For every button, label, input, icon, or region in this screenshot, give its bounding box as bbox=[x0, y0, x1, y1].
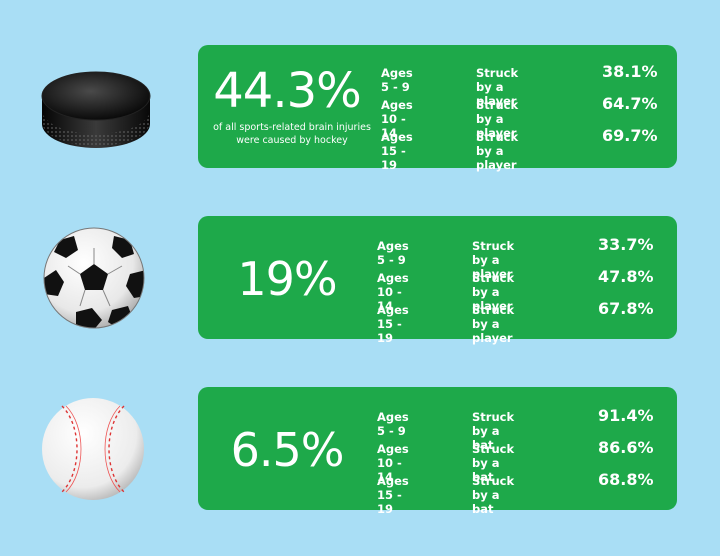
stat-value: 67.8% bbox=[598, 299, 654, 318]
hockey-caption: of all sports-related brain injuries wer… bbox=[213, 122, 371, 146]
age-label: Ages 15 - 19 bbox=[381, 130, 413, 172]
baseball-percent: 6.5% bbox=[230, 423, 345, 477]
age-label: Ages 5 - 9 bbox=[377, 410, 409, 438]
soccer-percent: 19% bbox=[237, 252, 337, 306]
cause-label: Struck by a bat bbox=[472, 442, 515, 484]
cause-label: Struck by a player bbox=[472, 239, 515, 281]
age-label: Ages 5 - 9 bbox=[381, 66, 413, 94]
age-label: Ages 10 - 14 bbox=[381, 98, 413, 140]
hockey-percent: 44.3% bbox=[213, 63, 361, 119]
baseball-stats-card: 6.5% Ages 5 - 9 Struck by a bat 91.4% Ag… bbox=[198, 387, 677, 516]
stat-value: 86.6% bbox=[598, 438, 654, 457]
cause-label: Struck by a bat bbox=[472, 410, 515, 452]
stat-value: 91.4% bbox=[598, 406, 654, 425]
age-label: Ages 5 - 9 bbox=[377, 239, 409, 267]
hockey-stats-card: 44.3% of all sports-related brain injuri… bbox=[198, 45, 677, 172]
soccer-ball-icon bbox=[43, 227, 145, 329]
stat-value: 68.8% bbox=[598, 470, 654, 489]
age-label: Ages 15 - 19 bbox=[377, 474, 409, 516]
cause-label: Struck by a player bbox=[476, 130, 519, 172]
cause-label: Struck by a player bbox=[472, 303, 515, 345]
baseball-icon bbox=[42, 398, 144, 500]
cause-label: Struck by a player bbox=[476, 66, 519, 108]
cause-label: Struck by a bat bbox=[472, 474, 515, 516]
hockey-puck-icon bbox=[41, 71, 151, 148]
stat-value: 64.7% bbox=[602, 94, 658, 113]
age-label: Ages 15 - 19 bbox=[377, 303, 409, 345]
age-label: Ages 10 - 14 bbox=[377, 271, 409, 313]
cause-label: Struck by a player bbox=[476, 98, 519, 140]
age-label: Ages 10 - 14 bbox=[377, 442, 409, 484]
soccer-stats-card: 19% Ages 5 - 9 Struck by a player 33.7% … bbox=[198, 216, 677, 345]
cause-label: Struck by a player bbox=[472, 271, 515, 313]
stat-value: 38.1% bbox=[602, 62, 658, 81]
stat-value: 69.7% bbox=[602, 126, 658, 145]
stat-value: 47.8% bbox=[598, 267, 654, 286]
stat-value: 33.7% bbox=[598, 235, 654, 254]
